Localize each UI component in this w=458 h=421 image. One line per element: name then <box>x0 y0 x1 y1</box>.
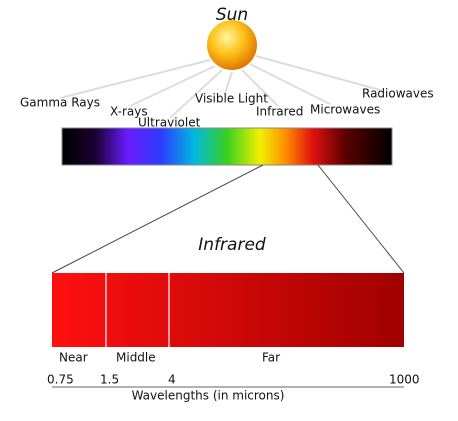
tick: 1.5 <box>100 373 119 387</box>
label: Radiowaves <box>362 87 434 101</box>
detail-title: Infrared <box>198 235 266 255</box>
label: Visible Light <box>195 92 268 106</box>
tick: 4 <box>168 373 176 387</box>
label: Microwaves <box>310 103 380 117</box>
label: Gamma Rays <box>20 96 100 110</box>
rays <box>59 55 381 119</box>
label: Ultraviolet <box>138 116 201 130</box>
region: Middle <box>116 351 156 365</box>
tick: 0.75 <box>47 373 74 387</box>
region: Far <box>262 351 280 365</box>
axis-label: Wavelengths (in microns) <box>132 389 285 403</box>
label: X-rays <box>110 105 148 119</box>
zoom-lines <box>51 164 405 274</box>
title: Sun <box>216 5 248 25</box>
sun <box>207 20 257 70</box>
spectrum-bar <box>61 127 393 166</box>
region: Near <box>59 351 88 365</box>
infrared-bar <box>52 273 404 347</box>
tick: 1000 <box>389 373 420 387</box>
label: Infrared <box>256 105 303 119</box>
